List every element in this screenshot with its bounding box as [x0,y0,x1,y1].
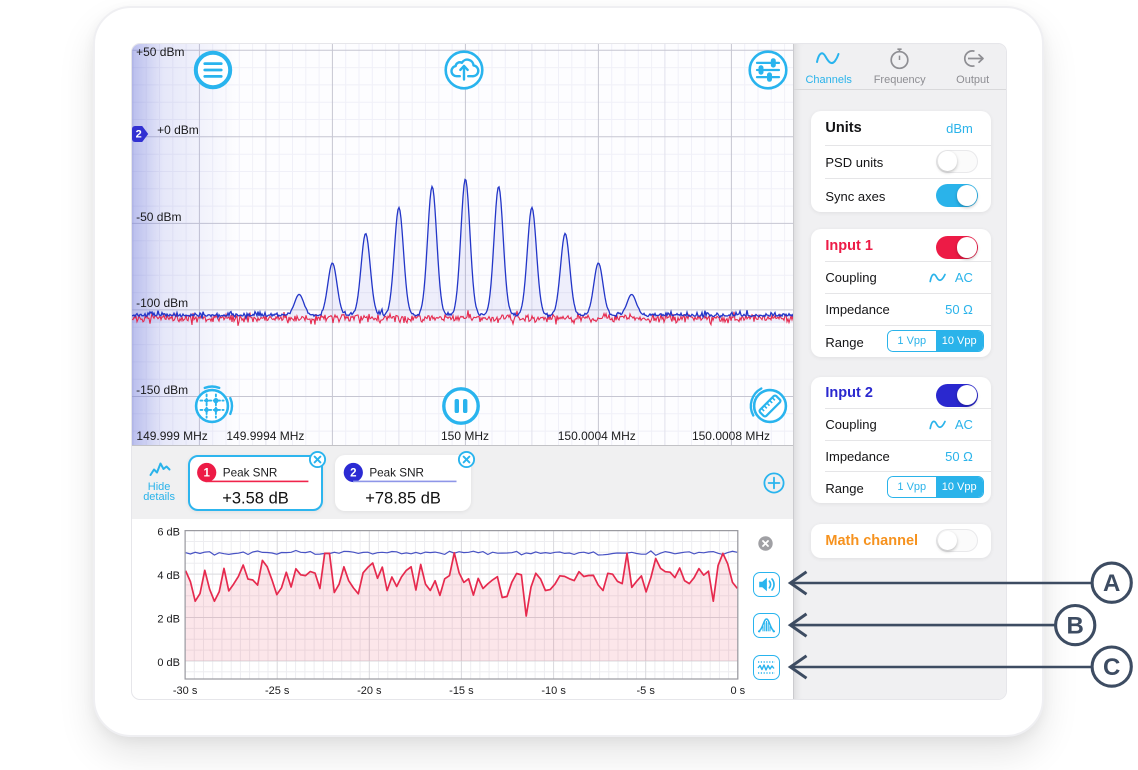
svg-text:2 dB: 2 dB [157,614,180,626]
svg-text:A: A [1103,570,1120,597]
svg-text:C: C [1103,654,1120,681]
svg-text:2: 2 [350,467,356,479]
svg-text:0 dB: 0 dB [157,657,180,669]
svg-text:1: 1 [203,467,210,479]
svg-text:0 s: 0 s [730,685,745,697]
svg-text:+3.58 dB: +3.58 dB [222,489,289,507]
svg-text:-10 s: -10 s [541,685,566,697]
svg-text:2: 2 [135,128,141,140]
svg-text:-20 s: -20 s [357,685,382,697]
svg-text:-25 s: -25 s [265,685,290,697]
svg-text:-5 s: -5 s [636,685,655,697]
svg-text:4 dB: 4 dB [157,570,180,582]
svg-text:B: B [1067,613,1084,640]
svg-text:Peak SNR: Peak SNR [222,466,277,479]
svg-text:Peak SNR: Peak SNR [369,466,424,479]
svg-text:-15 s: -15 s [449,685,474,697]
svg-text:-30 s: -30 s [172,685,197,697]
svg-text:+78.85 dB: +78.85 dB [365,489,441,507]
svg-text:6 dB: 6 dB [157,527,180,539]
